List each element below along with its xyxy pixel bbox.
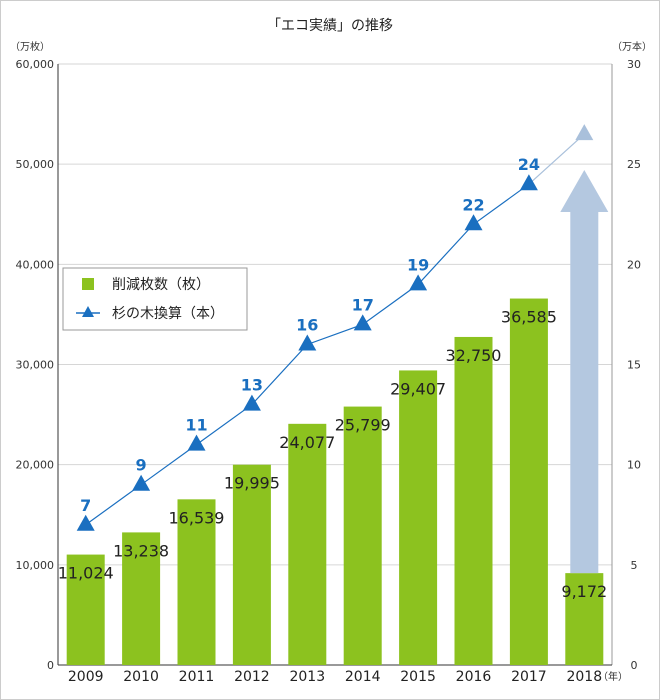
tree-data-label: 9 [136,456,147,475]
bar [399,370,438,665]
bar-data-label: 36,585 [501,308,557,327]
tree-data-label: 16 [296,315,318,334]
bar-data-label: 9,172 [561,582,607,601]
bar-series [66,298,604,665]
tree-data-label: 7 [80,496,91,515]
tree-marker [242,394,261,411]
tree-marker [187,434,206,451]
tree-marker [132,474,151,491]
x-tick-label: 2011 [179,669,215,685]
x-tick-label: 2018 [566,669,602,685]
bar [565,573,604,665]
bar-data-label: 11,024 [58,564,114,583]
tree-marker [76,514,95,531]
y-right-tick-label: 20 [627,258,641,271]
legend-line-label: 杉の木換算（本） [112,306,224,322]
tree-line-projection [528,133,585,185]
bar-data-label: 29,407 [390,379,446,398]
y-left-unit: （万枚） [10,40,50,53]
y-right-tick-label: 0 [631,659,638,672]
x-tick-label: 2010 [123,669,159,685]
y-right-unit: （万本） [612,40,652,53]
bar-data-label: 19,995 [224,474,280,493]
y-left-tick-label: 0 [47,659,54,672]
y-right-tick-label: 10 [627,459,641,472]
x-tick-label: 2017 [511,669,547,685]
tick-labels: 0 0 10,000 5 20,000 10 30,000 15 40,000 20 50,000 2… [16,58,642,685]
tree-marker [519,174,538,191]
tree-marker [464,214,483,231]
y-left-tick-label: 50,000 [16,158,55,171]
x-tick-label: 2013 [289,669,325,685]
chart-title: 「エコ実績」の推移 [267,18,393,34]
bar-data-label: 13,238 [113,541,169,560]
legend: 削減枚数（枚） 杉の木換算（本） [62,267,248,331]
tree-data-label: 24 [518,155,540,174]
bar-data-label: 25,799 [335,416,391,435]
bar [177,499,216,665]
bar-data-label: 32,750 [446,346,502,365]
tree-data-label: 17 [352,295,374,314]
y-right-tick-label: 30 [627,58,641,71]
x-tick-label: 2009 [68,669,104,685]
bar [509,298,548,665]
y-right-tick-label: 15 [627,359,641,372]
x-tick-label: 2014 [345,669,381,685]
legend-bar-label: 削減枚数（枚） [112,276,210,293]
bar [66,554,105,665]
bar-data-label: 24,077 [279,433,335,452]
y-right-tick-label: 5 [631,559,638,572]
bar-data-label: 16,539 [169,508,225,527]
line-series [76,124,594,531]
x-tick-label: 2015 [400,669,436,685]
bar [122,532,161,665]
tree-data-label: 19 [407,255,429,274]
x-unit: （年） [598,670,628,683]
tree-marker [353,314,372,331]
tree-data-label: 13 [241,376,263,395]
y-left-tick-label: 40,000 [16,258,55,271]
y-left-tick-label: 60,000 [16,58,55,71]
tree-marker [298,334,317,351]
growth-arrow-shape [560,170,609,574]
tree-data-label: 11 [185,416,207,435]
y-right-tick-label: 25 [627,158,641,171]
tree-marker [409,274,428,291]
legend-triangle-icon [82,306,94,317]
growth-arrow [560,170,609,574]
y-left-tick-label: 10,000 [16,559,55,572]
bar [232,464,271,665]
bar [343,406,382,665]
legend-bar-swatch [82,278,94,290]
tree-marker-projected [575,124,594,141]
bar [288,423,327,665]
y-left-tick-label: 30,000 [16,359,55,372]
bar [454,336,493,665]
x-tick-label: 2016 [456,669,492,685]
x-tick-label: 2012 [234,669,270,685]
tree-data-label: 22 [462,195,484,214]
y-left-tick-label: 20,000 [16,459,55,472]
